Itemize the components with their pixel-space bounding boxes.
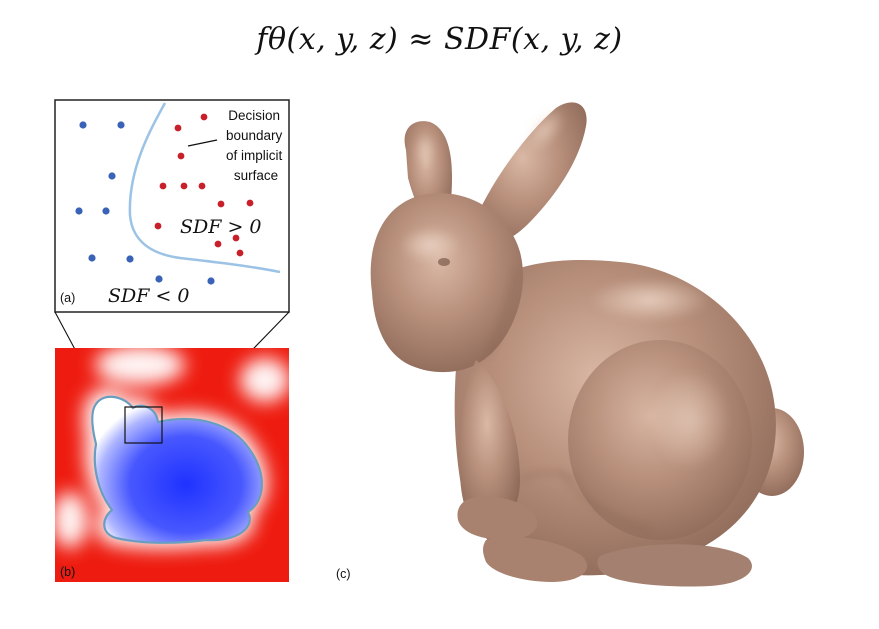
annotation-line: Decision <box>228 108 280 123</box>
outside-point <box>214 240 222 248</box>
decision-boundary-curve <box>128 102 281 274</box>
outside-point <box>232 234 240 242</box>
inside-point <box>75 207 83 215</box>
annotation-line: surface <box>234 168 278 183</box>
inside-point <box>126 255 134 263</box>
bunny-mesh <box>370 102 804 587</box>
outside-point <box>180 182 188 190</box>
zero-level-contour <box>91 395 263 544</box>
outside-point <box>236 249 244 257</box>
bunny-hind-foot <box>597 544 752 587</box>
panel-b-tag: (b) <box>60 565 75 579</box>
boundary-annotation: Decision boundary of implicit surface <box>226 108 286 183</box>
inside-point <box>207 277 215 285</box>
bunny-paw <box>483 536 588 582</box>
outside-point <box>174 124 182 132</box>
bunny-paw <box>457 496 538 540</box>
outside-points <box>154 113 254 257</box>
annotation-line: boundary <box>226 128 283 143</box>
outside-point <box>246 199 254 207</box>
panel-c: (c) <box>336 102 804 587</box>
panel-a: Decision boundary of implicit surface SD… <box>54 99 290 313</box>
outside-point <box>177 152 185 160</box>
inside-point <box>88 254 96 262</box>
outside-point <box>154 222 162 230</box>
panel-b: (b) <box>55 348 289 582</box>
annotation-line: of implicit <box>226 148 283 163</box>
panel-c-tag: (c) <box>336 567 351 581</box>
outside-point <box>198 182 206 190</box>
inside-point <box>117 121 125 129</box>
annotation-pointer <box>187 139 218 147</box>
bunny-ear-back <box>470 102 587 249</box>
bunny-front-leg <box>460 360 520 528</box>
inside-point <box>108 172 116 180</box>
panel-a-tag: (a) <box>60 291 75 305</box>
outside-point <box>217 200 225 208</box>
inside-point <box>102 207 110 215</box>
outside-point <box>200 113 208 121</box>
sdf-interior-region <box>92 396 262 543</box>
inside-point <box>79 121 87 129</box>
inside-points <box>75 121 215 285</box>
equation: fθ(x, y, z) ≈ SDF(x, y, z) <box>256 22 623 57</box>
inside-point <box>155 275 163 283</box>
sdf-negative-label: SDF < 0 <box>108 285 190 307</box>
sdf-positive-label: SDF > 0 <box>180 216 262 238</box>
zoom-box <box>124 406 163 444</box>
outside-point <box>159 182 167 190</box>
